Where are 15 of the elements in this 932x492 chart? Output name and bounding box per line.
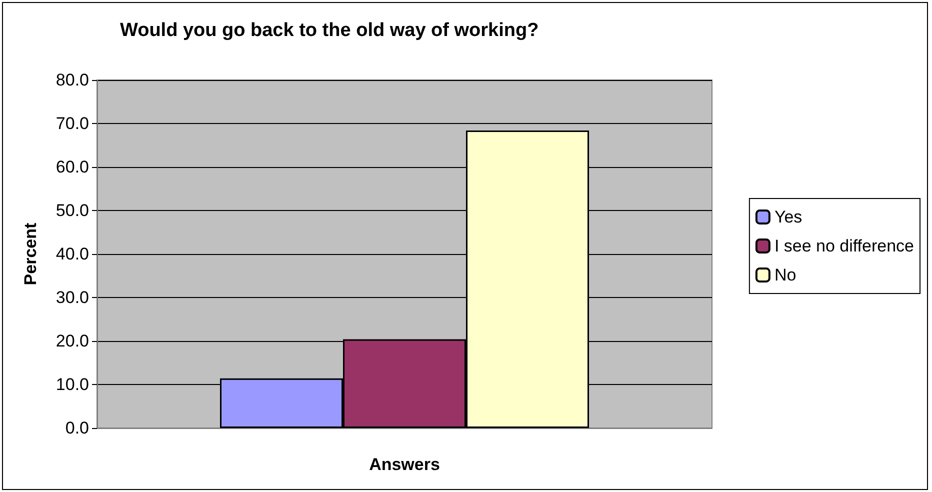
legend-label: I see no difference <box>774 236 914 256</box>
chart-title: Would you go back to the old way of working? <box>120 20 539 41</box>
y-axis-title: Percent <box>21 222 40 286</box>
y-tick-label: 60.0 <box>56 158 89 176</box>
y-tick-label: 30.0 <box>56 288 89 307</box>
y-tick-label: 0.0 <box>65 418 89 438</box>
y-tick-label: 10.0 <box>56 375 89 394</box>
x-axis-title: Answers <box>369 455 440 474</box>
legend-label: Yes <box>774 208 802 226</box>
y-tick-label: 50.0 <box>56 201 89 220</box>
y-tick-label: 80.0 <box>56 70 89 90</box>
y-tick-label: 20.0 <box>56 332 89 350</box>
y-tick-label: 70.0 <box>56 114 89 133</box>
legend-label: No <box>774 266 796 284</box>
y-tick-label: 40.0 <box>56 244 89 264</box>
